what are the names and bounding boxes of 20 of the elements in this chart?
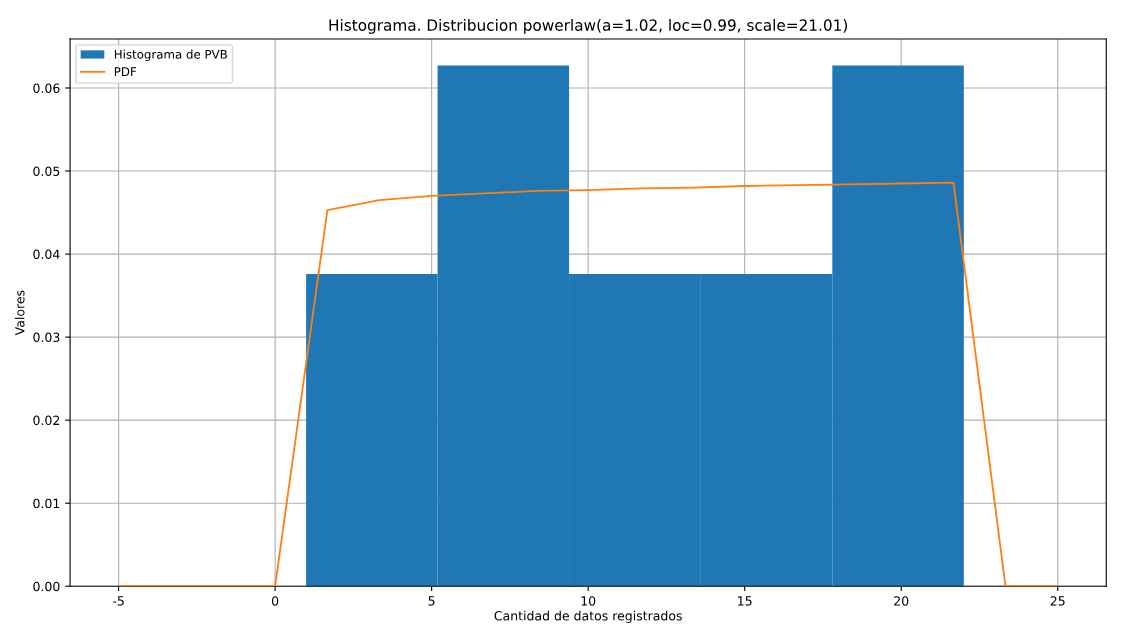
x-tick-label: 25	[1050, 596, 1065, 606]
legend-label: PDF	[114, 67, 137, 76]
chart-title: Histograma. Distribucion powerlaw(a=1.02, loc=0.99, scale=21.01)	[329, 19, 847, 34]
x-tick-label: 15	[738, 596, 752, 606]
y-tick-label: 0.03	[33, 332, 60, 343]
x-tick-label: 20	[894, 596, 909, 606]
y-tick-label: 0.05	[33, 166, 60, 176]
y-tick-label: 0.02	[33, 415, 60, 426]
x-tick-label: 5	[428, 596, 435, 606]
x-axis-title: Cantidad de datos registrados	[494, 610, 682, 623]
y-tick-label: 0.04	[33, 249, 60, 259]
y-axis-title: Valores	[14, 290, 25, 336]
y-tick-label: 0.01	[33, 498, 60, 509]
line-series	[117, 181, 1059, 587]
legend-label: Histograma de PVB	[114, 49, 227, 62]
y-tick-label: 0.00	[33, 581, 60, 592]
x-tick-label: -5	[112, 596, 124, 606]
y-tick-label: 0.06	[33, 83, 60, 93]
x-tick-label: 10	[581, 596, 596, 606]
x-tick-label: 0	[271, 596, 279, 606]
